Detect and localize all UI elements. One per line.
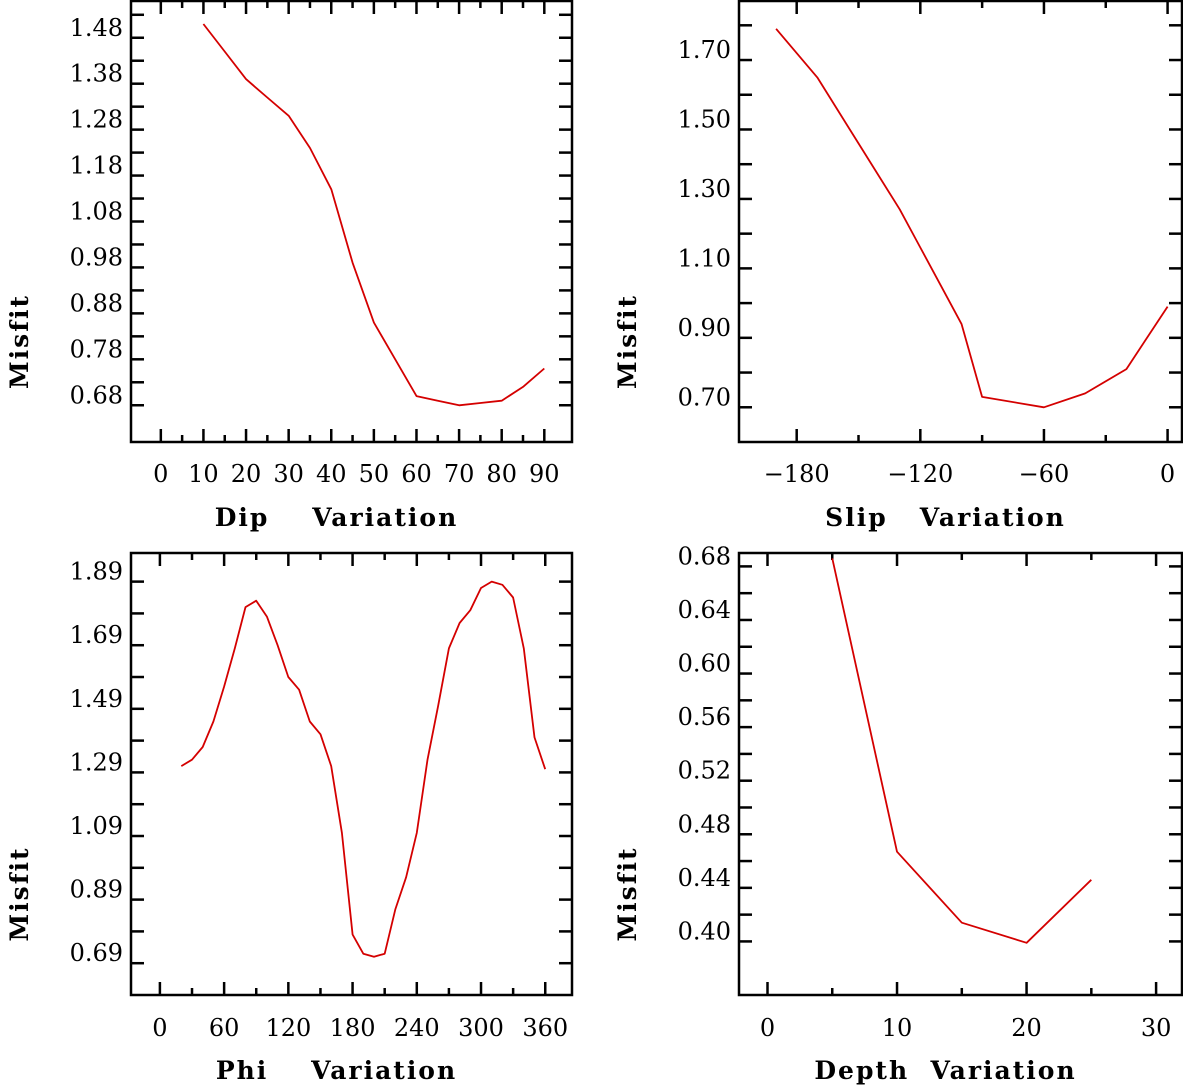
x-tick-label: 300 [458, 1014, 504, 1042]
y-tick-label: 0.90 [678, 314, 731, 342]
y-tick-label: 1.69 [70, 621, 123, 649]
series-line-misfit [180, 580, 547, 958]
y-tick-label: 1.48 [70, 14, 123, 42]
y-tick-label: 1.89 [70, 558, 123, 586]
y-tick-label: 1.10 [678, 244, 731, 272]
x-tick-label: 90 [529, 460, 560, 488]
y-tick-label: 0.40 [678, 917, 731, 945]
x-tick-label: 0 [153, 460, 168, 488]
y-axis-title: Misfit [5, 294, 34, 389]
y-tick-label: 0.56 [678, 703, 731, 731]
x-tick-label: 360 [522, 1014, 568, 1042]
x-tick-label: −60 [1019, 460, 1070, 488]
y-tick-label: 0.88 [70, 289, 123, 317]
y-tick-label: 1.49 [70, 685, 123, 713]
x-tick-label: 240 [394, 1014, 440, 1042]
y-tick-label: 1.30 [678, 175, 731, 203]
x-axis-title: Dip Variation [215, 503, 459, 532]
y-tick-label: 0.70 [678, 383, 731, 411]
y-axis-title: Misfit [5, 846, 34, 941]
x-tick-label: 70 [444, 460, 475, 488]
plot-frame [129, 0, 574, 444]
y-tick-label: 1.09 [70, 812, 123, 840]
panel-depth-variation: 0 10 20 30 0.40 0.44 0.48 0.52 0.56 0.60 0.64 0.68 D… [613, 542, 1183, 1085]
x-tick-label: 20 [231, 460, 262, 488]
y-tick-label: 0.52 [678, 757, 731, 785]
x-tick-label: −180 [764, 460, 830, 488]
x-tick-label: 40 [316, 460, 347, 488]
x-axis-title: Phi Variation [216, 1056, 457, 1085]
x-tick-label: 30 [1141, 1014, 1172, 1042]
x-tick-label: 30 [273, 460, 304, 488]
x-tick-label: 20 [1011, 1014, 1042, 1042]
x-tick-label: 180 [330, 1014, 376, 1042]
x-tick-label: 10 [188, 460, 219, 488]
x-axis-title: Depth Variation [814, 1056, 1076, 1085]
x-tick-label: 60 [209, 1014, 240, 1042]
y-tick-label: 0.44 [678, 864, 731, 892]
x-tick-label: 50 [359, 460, 390, 488]
x-tick-label: 0 [1160, 460, 1175, 488]
y-tick-label: 0.68 [70, 381, 123, 409]
x-axis-title: Slip Variation [825, 503, 1066, 532]
y-tick-label: 1.50 [678, 105, 731, 133]
y-tick-label: 0.89 [70, 876, 123, 904]
series-line-misfit [831, 558, 1092, 944]
y-tick-label: 0.69 [70, 939, 123, 967]
series-line-misfit [775, 28, 1169, 409]
y-tick-label: 0.48 [678, 810, 731, 838]
x-tick-label: 0 [760, 1014, 775, 1042]
x-tick-label: −120 [887, 460, 953, 488]
panel-phi-variation: 0 60 120 180 240 300 360 0.69 0.89 1.09 1.29 1.49 1.… [5, 551, 574, 1085]
x-tick-label: 60 [401, 460, 432, 488]
y-tick-label: 1.28 [70, 106, 123, 134]
plot-frame [737, 0, 1183, 444]
y-tick-label: 1.29 [70, 748, 123, 776]
y-tick-label: 1.18 [70, 152, 123, 180]
panel-slip-variation: −180 −120 −60 0 0.70 0.90 1.10 1.30 1.50 1.70 Slip… [613, 0, 1183, 532]
y-axis-title: Misfit [613, 294, 642, 389]
panel-dip-variation: 0 10 20 30 40 50 60 70 80 90 0.68 0.78 0.88 0.98 1.08 1… [5, 0, 574, 532]
y-tick-label: 0.78 [70, 335, 123, 363]
x-tick-label: 10 [882, 1014, 913, 1042]
y-axis-title: Misfit [613, 846, 642, 941]
x-tick-label: 0 [152, 1014, 167, 1042]
y-tick-label: 1.08 [70, 198, 123, 226]
y-tick-label: 0.68 [678, 542, 731, 570]
y-tick-label: 0.64 [678, 596, 731, 624]
y-tick-label: 1.38 [70, 60, 123, 88]
x-tick-label: 80 [486, 460, 517, 488]
y-tick-label: 1.70 [678, 36, 731, 64]
series-line-misfit [202, 23, 545, 407]
plot-frame [737, 551, 1183, 997]
y-tick-label: 0.98 [70, 243, 123, 271]
y-tick-label: 0.60 [678, 650, 731, 678]
x-tick-label: 120 [265, 1014, 311, 1042]
